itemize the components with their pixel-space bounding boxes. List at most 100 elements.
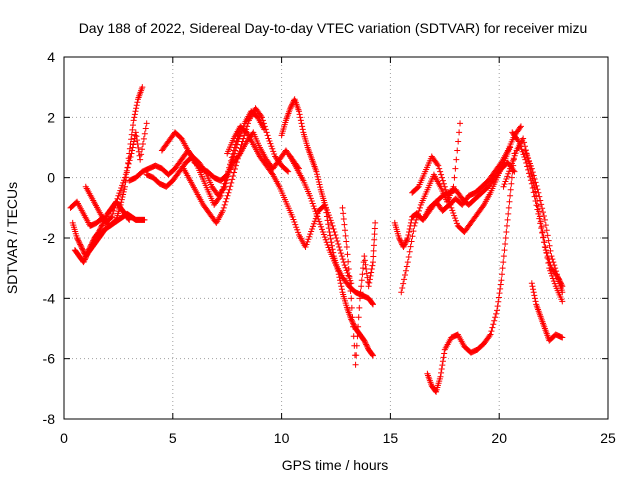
data-point [371, 236, 378, 243]
data-point [401, 241, 408, 248]
data-point [521, 139, 528, 146]
data-point [81, 257, 88, 264]
data-point [370, 247, 377, 254]
data-point [508, 163, 515, 170]
data-point [369, 259, 376, 266]
data-point [547, 247, 554, 254]
data-point [244, 123, 251, 130]
data-point [309, 225, 316, 232]
data-point [328, 219, 335, 226]
data-point [227, 163, 234, 170]
data-point [266, 138, 273, 145]
data-point [530, 289, 537, 296]
data-point [223, 176, 230, 183]
data-point [310, 203, 317, 210]
data-point [132, 132, 139, 139]
data-point [325, 225, 332, 232]
data-point [453, 220, 460, 227]
data-point [529, 283, 536, 290]
data-point [553, 268, 560, 275]
data-point [355, 314, 362, 321]
data-point [531, 295, 538, 302]
data-point [299, 123, 306, 130]
data-point [74, 235, 81, 241]
data-point [501, 181, 508, 188]
data-point [323, 213, 330, 220]
data-point [402, 272, 409, 279]
data-point [405, 253, 412, 260]
data-point [414, 184, 421, 191]
data-point [290, 216, 297, 223]
data-point [325, 221, 332, 228]
data-point [438, 369, 445, 376]
data-point [138, 151, 145, 158]
data-point [503, 222, 510, 229]
data-point [309, 223, 316, 230]
data-point [508, 174, 515, 181]
data-point [435, 162, 442, 169]
data-point [508, 160, 515, 167]
data-point [80, 259, 87, 266]
data-point [291, 219, 298, 226]
data-point [540, 213, 547, 220]
data-point [356, 304, 363, 311]
data-point [310, 220, 317, 227]
data-point [284, 167, 291, 174]
y-tick-label: -6 [43, 351, 56, 367]
data-point [551, 262, 558, 269]
data-point [259, 117, 266, 124]
data-point [308, 228, 315, 235]
data-point [440, 354, 447, 361]
x-tick-label: 10 [274, 430, 290, 446]
data-point [240, 135, 247, 142]
data-point [362, 261, 369, 268]
data-point [306, 233, 313, 240]
data-point [294, 226, 301, 233]
data-point [319, 226, 326, 233]
data-point [442, 186, 449, 193]
data-point [359, 271, 366, 278]
data-point [439, 362, 446, 369]
data-point [406, 248, 413, 255]
data-point [552, 265, 559, 272]
data-point [451, 212, 458, 219]
data-point [116, 190, 123, 197]
data-point [523, 150, 530, 157]
data-point [404, 236, 411, 243]
data-point [415, 207, 422, 214]
data-point [510, 155, 517, 162]
data-point [341, 221, 348, 228]
data-point [222, 183, 229, 190]
data-point [110, 207, 117, 214]
data-point [397, 237, 404, 244]
data-point [137, 156, 144, 163]
data-point [322, 205, 329, 212]
data-point [317, 184, 324, 191]
data-point [121, 186, 128, 193]
data-point [507, 192, 514, 199]
data-point [236, 148, 243, 155]
data-point [305, 236, 312, 243]
data-point [356, 295, 363, 302]
data-point [559, 289, 566, 296]
data-point [288, 102, 295, 109]
data-point [222, 198, 229, 205]
data-point [489, 324, 496, 331]
y-tick-label: 0 [47, 170, 55, 186]
data-point [287, 103, 294, 110]
data-point [239, 138, 246, 145]
data-point [111, 204, 118, 211]
data-point [452, 217, 459, 224]
data-point [522, 147, 529, 154]
data-point [456, 129, 463, 136]
data-point [135, 144, 142, 151]
data-point [134, 99, 141, 106]
x-tick-labels: 0 5 10 15 20 25 [60, 430, 616, 446]
data-point [330, 225, 337, 232]
data-point [75, 237, 82, 244]
data-point [109, 210, 116, 217]
data-point [303, 241, 310, 248]
data-point [126, 157, 133, 164]
data-point [114, 195, 121, 202]
data-point [536, 193, 543, 200]
